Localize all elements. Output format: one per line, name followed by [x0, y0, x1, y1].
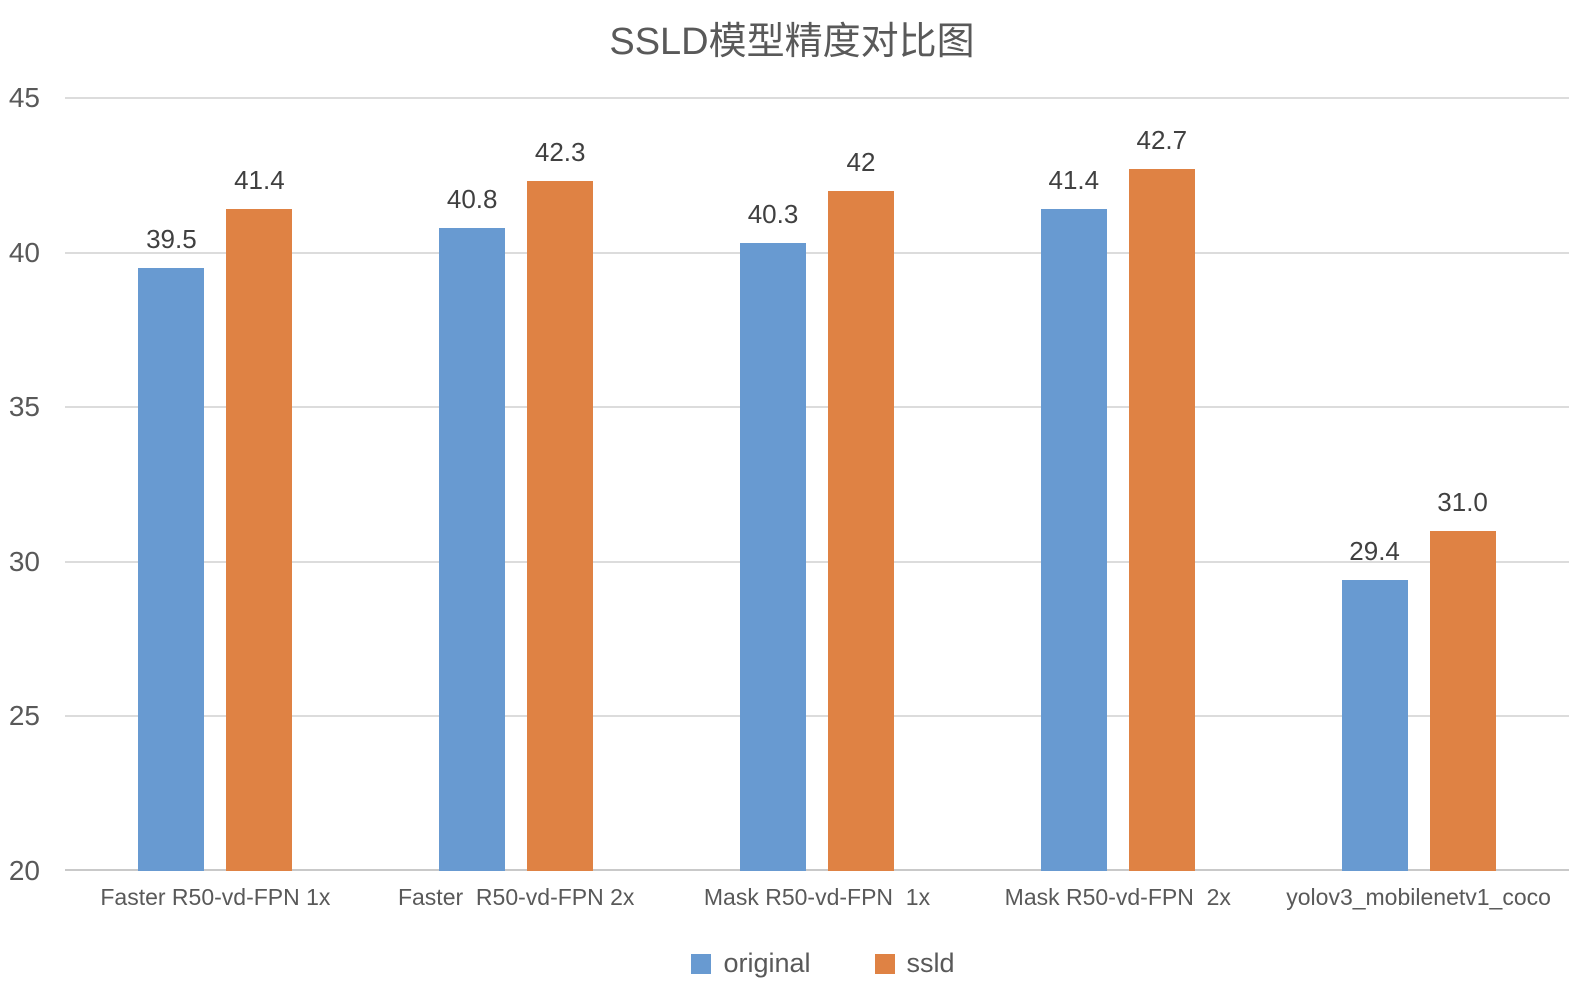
gridline-45 [65, 97, 1569, 99]
legend-item-ssld: ssld [874, 948, 955, 979]
x-category-label: Mask R50-vd-FPN 1x [703, 884, 931, 910]
bar-ssld-1 [527, 181, 594, 871]
gridline-35 [65, 406, 1569, 409]
value-label-ssld-3: 42.7 [1136, 125, 1188, 156]
gridline-25 [65, 715, 1569, 718]
bar-ssld-3 [1128, 169, 1195, 871]
y-tick-label-35: 35 [8, 391, 40, 423]
legend-item-original: original [691, 948, 811, 979]
x-axis-line [65, 869, 1569, 871]
plot-area: 39.5 41.4 40.8 42.3 40.3 42 41.4 42.7 29.4 31.0 [65, 97, 1569, 871]
bar-original-2 [740, 243, 806, 871]
legend-swatch-ssld [874, 953, 895, 974]
legend: original ssld [0, 948, 1584, 979]
bar-ssld-2 [828, 190, 894, 871]
gridline-40 [65, 251, 1569, 254]
bar-original-4 [1341, 580, 1408, 871]
bar-ssld-4 [1429, 530, 1496, 871]
bar-original-3 [1040, 209, 1107, 871]
x-category-label: Mask R50-vd-FPN 2x [1004, 884, 1231, 910]
value-label-ssld-0: 41.4 [234, 165, 285, 196]
y-axis-labels: 20 25 30 35 40 45 [0, 84, 44, 885]
value-label-original-2: 40.3 [747, 199, 799, 230]
legend-label-original: original [723, 948, 811, 978]
chart-title: SSLD模型精度对比图 [609, 21, 975, 63]
y-tick-label-25: 25 [8, 700, 40, 732]
gridline-30 [65, 560, 1569, 563]
bar-original-1 [439, 227, 506, 871]
value-label-ssld-1: 42.3 [534, 137, 586, 168]
x-category-label: Faster R50-vd-FPN 2x [397, 884, 635, 910]
y-tick-label-30: 30 [8, 545, 40, 577]
y-tick-label-40: 40 [8, 236, 40, 268]
value-label-original-4: 29.4 [1349, 536, 1400, 567]
x-category-label: Faster R50-vd-FPN 1x [100, 884, 331, 910]
bar-original-0 [138, 268, 205, 871]
legend-label-ssld: ssld [906, 948, 955, 978]
value-label-ssld-2: 42 [846, 146, 876, 177]
bar-ssld-0 [226, 209, 293, 871]
x-category-label: yolov3_mobilenetv1_coco [1286, 884, 1551, 910]
y-tick-label-45: 45 [8, 82, 40, 113]
value-label-original-1: 40.8 [446, 183, 498, 214]
value-label-ssld-4: 31.0 [1437, 486, 1488, 517]
y-tick-label-20: 20 [8, 855, 40, 886]
value-label-original-3: 41.4 [1048, 165, 1100, 196]
legend-swatch-original [691, 953, 712, 974]
x-axis-labels: Faster R50-vd-FPN 1x Faster R50-vd-FPN 2x… [65, 884, 1569, 918]
value-label-original-0: 39.5 [146, 224, 197, 255]
